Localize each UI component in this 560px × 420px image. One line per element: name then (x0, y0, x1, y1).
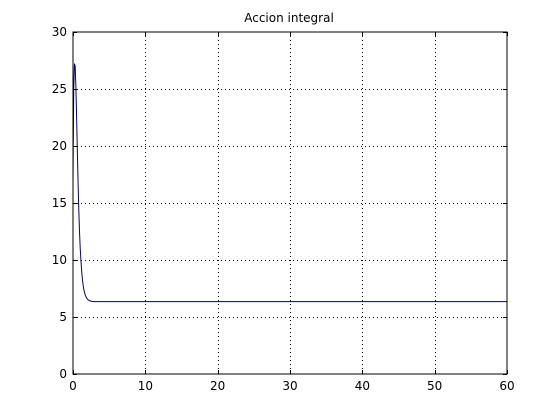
chart-title: Accion integral (244, 11, 334, 25)
x-tick-label: 30 (282, 379, 297, 393)
x-tick-label: 10 (138, 379, 153, 393)
y-tick-label: 25 (52, 82, 67, 96)
y-tick-label: 30 (52, 25, 67, 39)
series-layer (72, 63, 507, 303)
y-tick-label: 0 (59, 367, 67, 381)
tick-labels: 0 10 20 30 40 50 60 0 5 10 15 20 25 30 (52, 25, 515, 393)
tick-marks (73, 32, 508, 375)
y-tick-label: 15 (52, 196, 67, 210)
y-tick-label: 10 (52, 253, 67, 267)
x-tick-label: 0 (69, 379, 77, 393)
x-tick-label: 50 (427, 379, 442, 393)
x-tick-label: 60 (499, 379, 514, 393)
x-tick-label: 40 (355, 379, 370, 393)
x-tick-label: 20 (210, 379, 225, 393)
y-tick-label: 20 (52, 139, 67, 153)
series-line (72, 63, 507, 303)
y-tick-label: 5 (59, 310, 67, 324)
grid-lines (73, 32, 507, 374)
